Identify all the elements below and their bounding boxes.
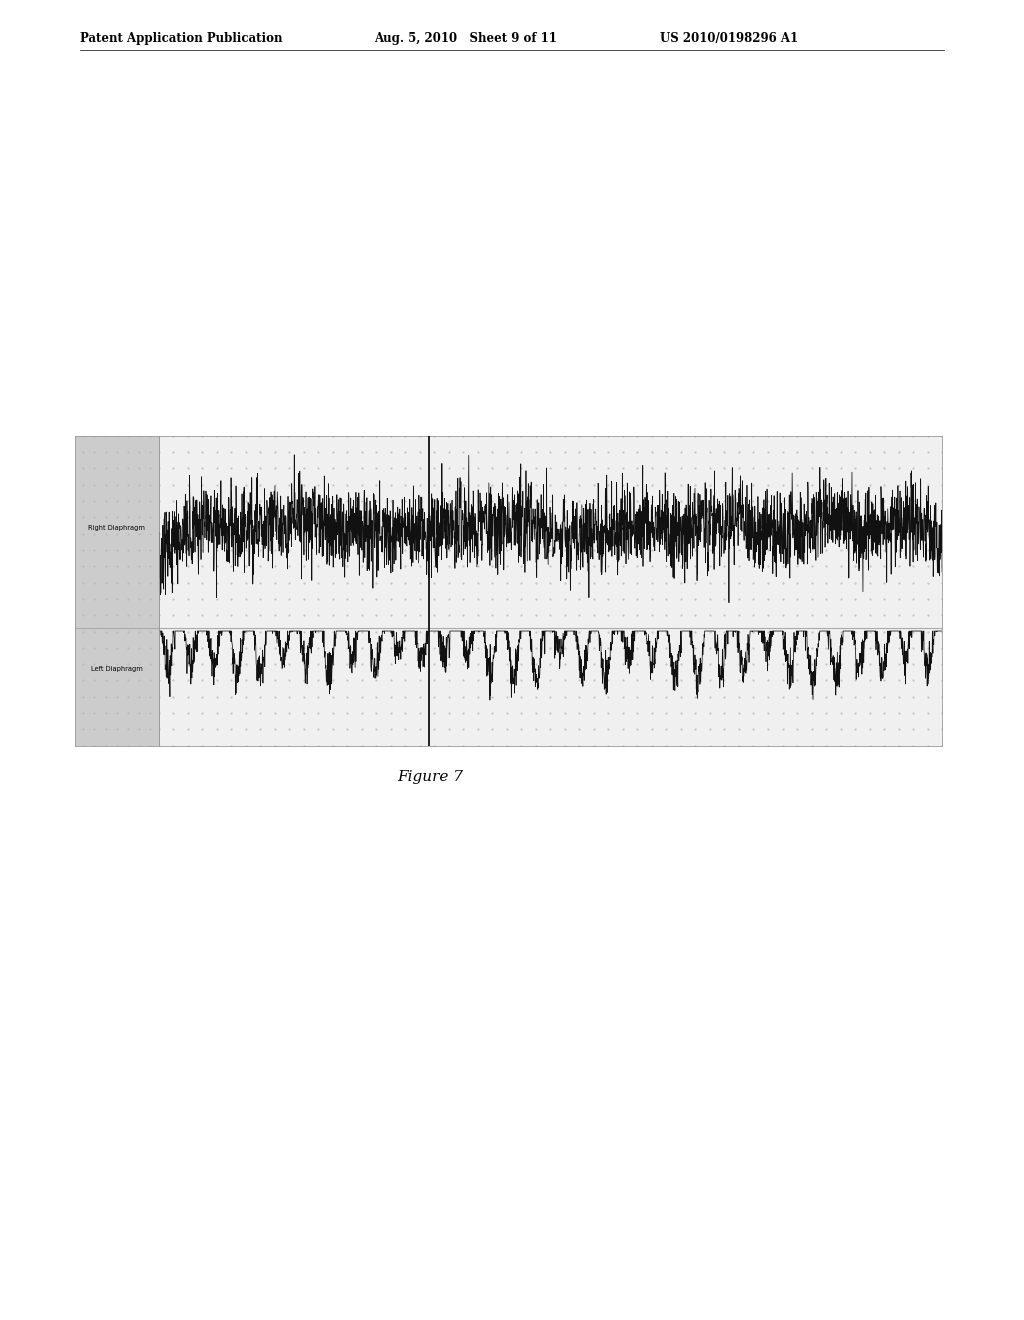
Text: Figure 7: Figure 7	[397, 771, 463, 784]
Text: Patent Application Publication: Patent Application Publication	[80, 32, 283, 45]
Text: US 2010/0198296 A1: US 2010/0198296 A1	[660, 32, 799, 45]
Text: Aug. 5, 2010   Sheet 9 of 11: Aug. 5, 2010 Sheet 9 of 11	[374, 32, 557, 45]
Text: Right Diaphragm: Right Diaphragm	[88, 525, 145, 531]
Text: Left Diaphragm: Left Diaphragm	[91, 667, 142, 672]
